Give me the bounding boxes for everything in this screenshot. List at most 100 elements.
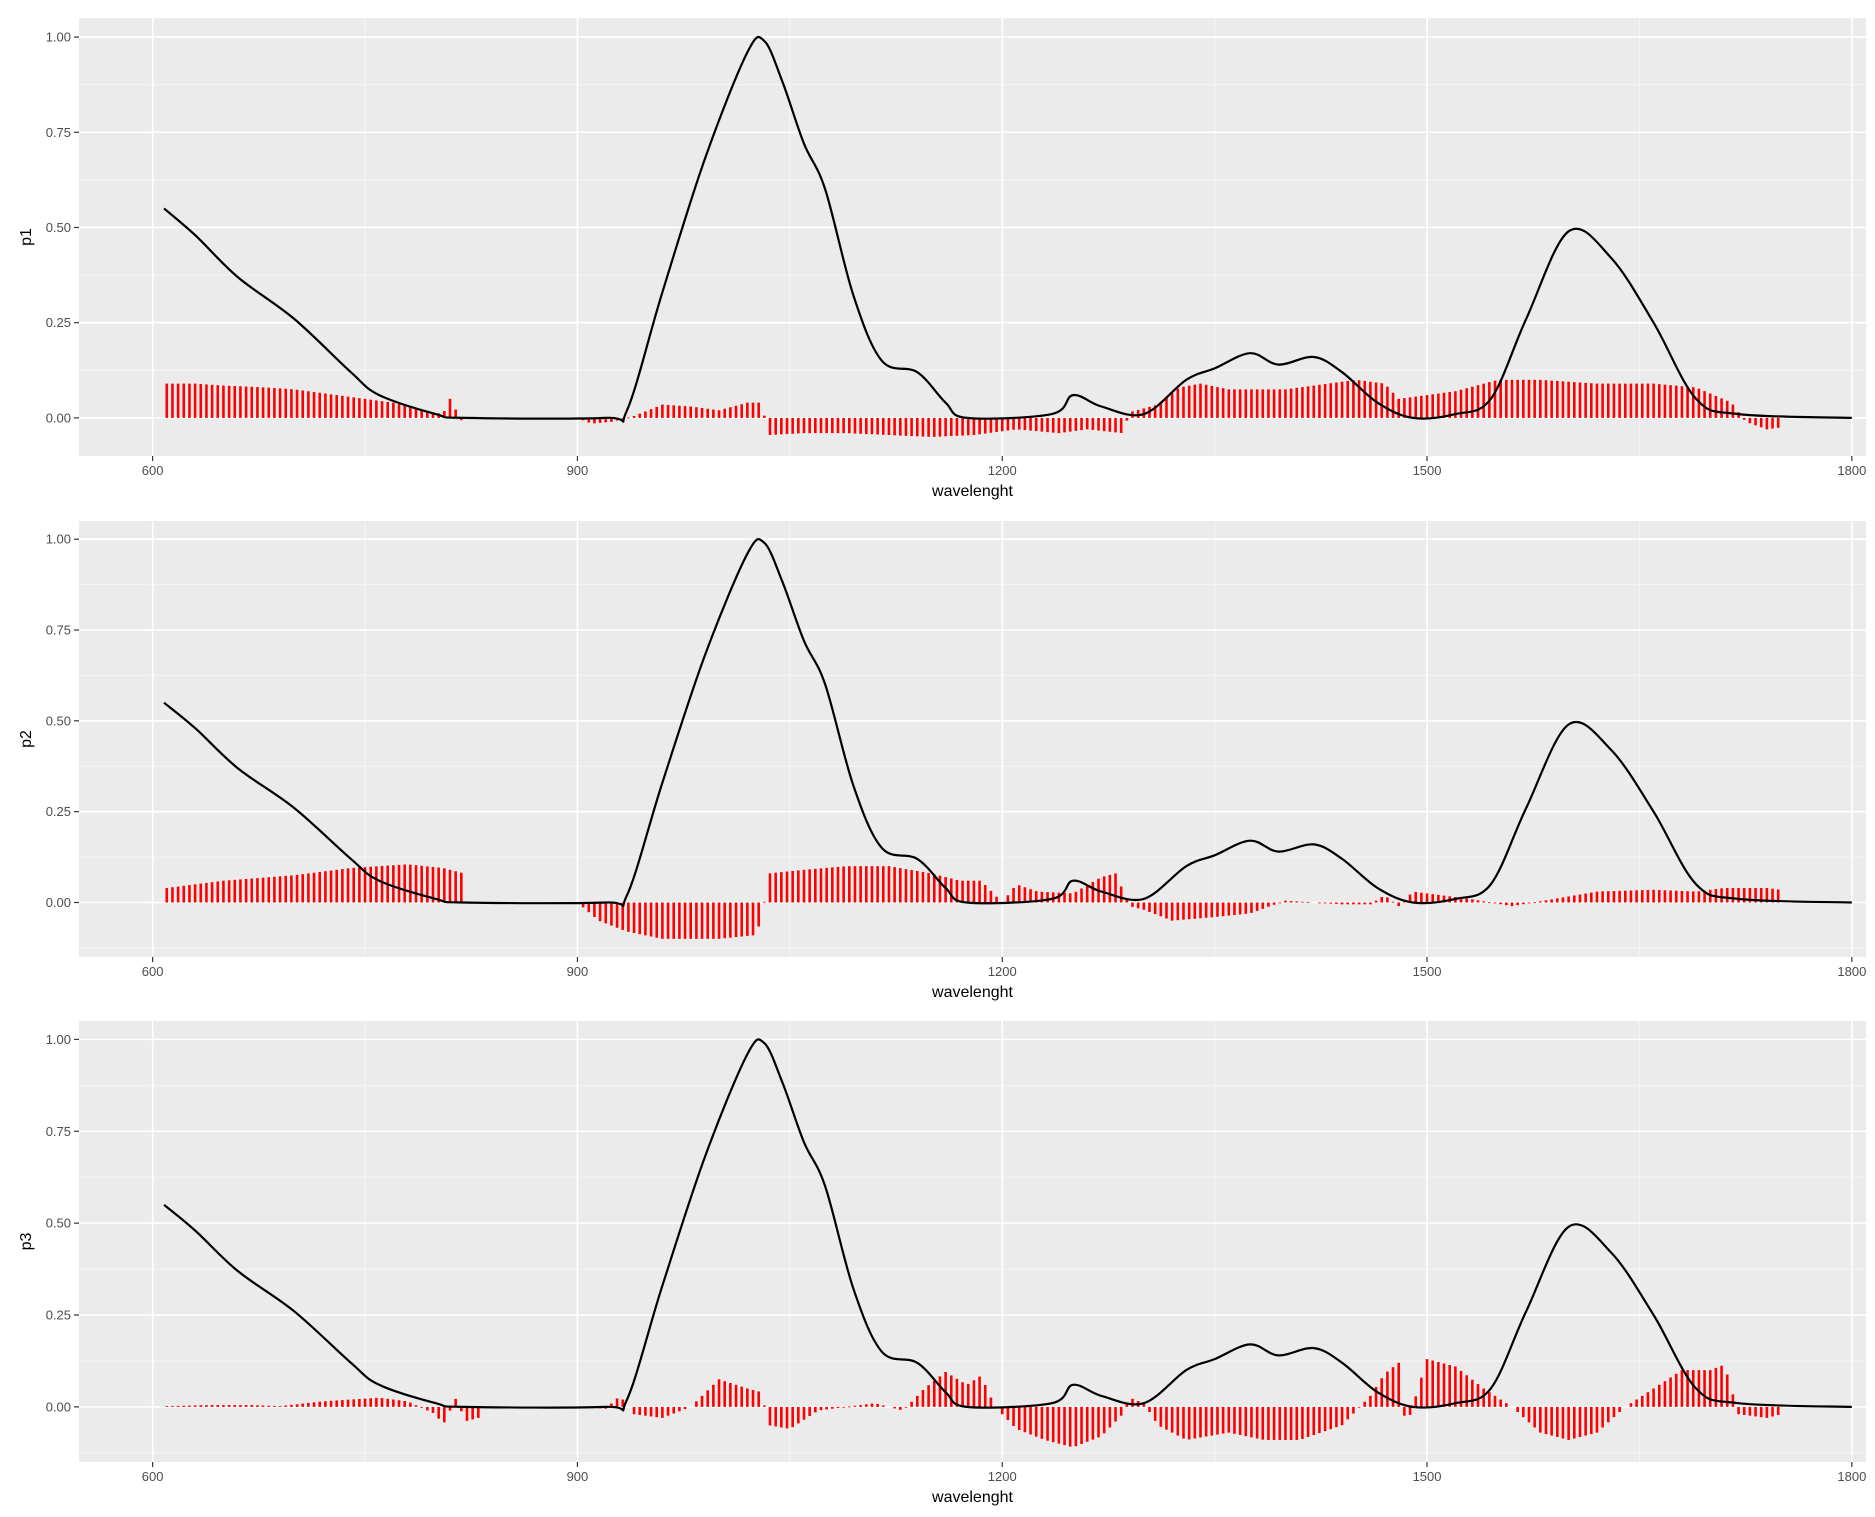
data-bar: [1499, 902, 1502, 905]
data-bar: [944, 877, 947, 903]
data-bar: [932, 1380, 936, 1407]
data-bar: [1114, 417, 1117, 433]
data-bar: [1227, 902, 1231, 916]
data-bar: [261, 1405, 265, 1407]
data-bar: [1040, 417, 1044, 432]
data-bar: [989, 890, 993, 903]
data-bar: [938, 417, 942, 437]
data-bar: [865, 417, 868, 435]
data-bar: [329, 394, 333, 418]
data-bar: [1068, 417, 1072, 432]
data-bar: [1663, 1381, 1667, 1407]
data-bar: [831, 417, 834, 434]
data-bar: [1646, 1392, 1650, 1407]
data-bar: [1771, 888, 1774, 903]
data-bar: [1125, 899, 1129, 903]
data-bar: [627, 902, 630, 932]
data-bar: [199, 1405, 203, 1407]
data-bar: [1278, 389, 1282, 418]
data-bar: [1584, 1406, 1587, 1436]
data-bar: [932, 874, 936, 903]
data-bar: [1742, 1406, 1746, 1415]
data-bar: [1714, 395, 1718, 418]
data-bar: [910, 1401, 913, 1407]
data-bar: [870, 1403, 874, 1407]
data-bar: [1148, 1406, 1151, 1413]
data-bar: [1550, 1406, 1553, 1436]
data-bar: [876, 1403, 879, 1407]
data-bar: [392, 865, 395, 903]
data-bar: [1595, 383, 1599, 418]
data-bar: [1284, 900, 1287, 903]
data-bar: [1686, 1370, 1689, 1407]
data-bar: [1210, 385, 1214, 418]
data-bar: [1465, 898, 1468, 903]
data-bar: [797, 417, 800, 434]
data-bar: [1023, 887, 1027, 903]
data-bar: [1176, 1406, 1180, 1436]
data-bar: [1034, 1406, 1038, 1437]
data-bar: [740, 1386, 743, 1407]
data-bar: [1182, 902, 1185, 920]
data-bar: [978, 417, 981, 435]
data-bar: [1708, 1370, 1712, 1407]
data-bar: [972, 1380, 976, 1407]
data-bar: [171, 383, 174, 418]
data-bar: [256, 878, 259, 903]
data-bar: [1584, 382, 1587, 418]
data-bar: [881, 866, 885, 903]
data-bar: [1153, 405, 1157, 418]
data-bar: [295, 389, 299, 418]
data-bar: [808, 869, 811, 903]
y-axis-title: p1: [18, 228, 35, 246]
data-bar: [1708, 393, 1712, 418]
data-bar: [604, 902, 608, 924]
data-bar: [1318, 384, 1321, 418]
data-bar: [1601, 383, 1604, 418]
data-bar: [301, 1403, 305, 1407]
data-bar: [176, 886, 180, 903]
data-bar: [329, 870, 333, 903]
data-bar: [1142, 1403, 1146, 1407]
spectrum-line: [163, 35, 1852, 423]
data-bar: [1250, 389, 1253, 418]
data-bar: [1295, 1406, 1299, 1440]
data-bar: [346, 868, 350, 903]
data-bar: [859, 1405, 862, 1407]
data-bar: [1136, 902, 1140, 909]
data-bar: [1601, 891, 1604, 903]
data-bar: [1165, 1406, 1168, 1430]
data-bar: [1776, 889, 1780, 903]
data-bar: [1386, 386, 1389, 418]
data-bar: [386, 1398, 389, 1407]
data-bar: [700, 902, 704, 939]
data-bar: [171, 887, 174, 903]
data-bar: [1006, 1406, 1010, 1421]
data-bar: [887, 866, 891, 903]
data-bar: [1085, 1406, 1089, 1442]
data-bar: [746, 402, 749, 418]
data-bar: [358, 398, 361, 418]
data-bar: [717, 1379, 721, 1407]
data-bar: [734, 1384, 738, 1407]
data-bar: [1153, 1406, 1157, 1421]
data-bar: [210, 1405, 214, 1407]
data-bar: [712, 902, 715, 939]
data-bar: [1680, 890, 1684, 903]
data-bar: [938, 1376, 942, 1407]
data-bar: [666, 1406, 670, 1416]
data-bar: [1051, 1406, 1055, 1443]
data-bar: [661, 1406, 664, 1418]
data-bar: [1272, 902, 1276, 905]
data-bar: [876, 866, 879, 903]
data-bar: [1119, 886, 1123, 903]
data-bar: [1533, 379, 1536, 418]
data-bar: [1255, 389, 1259, 418]
data-bar: [746, 902, 749, 936]
data-bar: [751, 1389, 755, 1407]
data-bar: [188, 383, 191, 418]
data-bar: [1397, 1362, 1401, 1407]
data-bar: [375, 1397, 378, 1407]
data-bar: [593, 902, 596, 918]
data-bar: [1255, 902, 1259, 911]
